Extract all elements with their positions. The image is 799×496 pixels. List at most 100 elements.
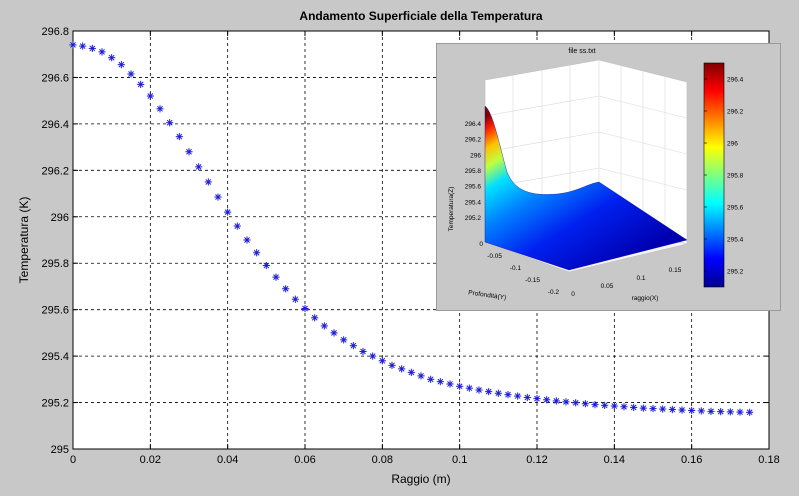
x-tick-label: 0.16 xyxy=(681,454,702,466)
z-axis-label: Temperatura(Z) xyxy=(448,187,455,232)
data-point xyxy=(572,399,580,407)
data-point xyxy=(349,342,357,350)
z-axis-ticks: 295.2 295.4 295.6 295.8 296 296.2 296.4 xyxy=(465,121,482,222)
depth-tick-label: 0 xyxy=(479,241,483,248)
y-axis-ticks-3d: 0 -0.05 -0.1-0.15 -0.2 xyxy=(479,241,559,296)
data-point xyxy=(475,386,483,394)
z-tick-label: 296 xyxy=(470,152,481,159)
depth-tick-label: -0.1 xyxy=(510,265,522,272)
data-point xyxy=(601,401,609,409)
z-tick-label: 295.2 xyxy=(465,215,482,222)
data-point xyxy=(697,407,705,415)
y-tick-label: 295 xyxy=(51,444,69,456)
colorbar-tick-label: 295.2 xyxy=(727,269,744,276)
radius-tick-label: 0 xyxy=(571,291,575,298)
chart-title: Andamento Superficiale della Temperatura xyxy=(299,9,543,23)
data-point xyxy=(195,163,203,171)
data-point xyxy=(127,70,135,78)
data-point xyxy=(398,365,406,373)
y-tick-label: 296.4 xyxy=(41,119,69,131)
x-tick-label: 0.14 xyxy=(604,454,625,466)
data-point xyxy=(146,92,154,100)
data-point xyxy=(514,392,522,400)
y-tick-label: 296.8 xyxy=(41,26,69,38)
data-point xyxy=(591,401,599,409)
y-tick-label: 295.2 xyxy=(41,398,69,410)
y-tick-label: 295.4 xyxy=(41,351,69,363)
z-tick-label: 296.2 xyxy=(465,137,482,144)
surface-chart: file ss.txt 295.2 295.4 295.6 295.8 296 296.2… xyxy=(448,48,744,302)
data-point xyxy=(98,48,106,56)
x-tick-label: 0.06 xyxy=(294,454,315,466)
data-point xyxy=(340,336,348,344)
x-axis-label: Raggio (m) xyxy=(391,472,450,486)
data-point xyxy=(185,148,193,156)
data-point xyxy=(707,407,715,415)
data-point xyxy=(301,304,309,313)
depth-tick-label: -0.2 xyxy=(548,289,560,296)
data-point xyxy=(630,403,638,412)
data-point xyxy=(726,408,734,416)
depth-axis-label: Profondità(Y) xyxy=(468,289,507,301)
y-tick-label: 295.6 xyxy=(41,305,69,317)
data-point xyxy=(79,42,87,50)
x-tick-label: 0.04 xyxy=(217,454,238,466)
radius-tick-label: 0.15 xyxy=(669,267,682,274)
data-point xyxy=(678,406,686,414)
z-tick-label: 295.8 xyxy=(465,168,482,175)
data-point xyxy=(88,44,96,53)
x-tick-label: 0.12 xyxy=(526,454,547,466)
data-point xyxy=(369,352,377,360)
data-point xyxy=(156,105,164,113)
y-tick-label: 295.8 xyxy=(41,258,69,270)
data-point xyxy=(436,378,444,386)
data-point xyxy=(175,133,183,141)
data-point xyxy=(581,400,589,408)
radius-axis-label: raggio(X) xyxy=(632,295,659,302)
data-point xyxy=(233,222,241,230)
data-point xyxy=(388,361,396,369)
data-point xyxy=(262,261,270,270)
data-point xyxy=(543,396,551,404)
data-point xyxy=(639,404,647,412)
y-tick-label: 296 xyxy=(51,212,69,224)
y-tick-label: 296.2 xyxy=(41,165,69,177)
data-point xyxy=(649,404,657,413)
data-point xyxy=(359,347,367,356)
data-point xyxy=(610,402,618,410)
data-point xyxy=(214,193,222,201)
data-point xyxy=(108,54,116,62)
colorbar-tick-label: 296.2 xyxy=(727,109,744,116)
colorbar-tick-label: 296.4 xyxy=(727,77,744,84)
z-tick-label: 296.4 xyxy=(465,121,482,128)
data-point xyxy=(311,314,319,322)
data-point xyxy=(523,393,531,402)
x-tick-label: 0.02 xyxy=(140,454,161,466)
data-point xyxy=(282,285,290,293)
data-point xyxy=(243,236,251,244)
colorbar-tick-label: 296 xyxy=(727,141,738,148)
data-point xyxy=(494,389,502,397)
data-point xyxy=(485,388,493,396)
data-point xyxy=(417,372,425,380)
x-axis-ticks-3d: 0 0.05 0.1 0.15 xyxy=(571,267,682,298)
depth-tick-label: -0.15 xyxy=(525,277,540,284)
data-point xyxy=(137,80,145,89)
y-tick-label: 296.6 xyxy=(41,72,69,84)
surface-title: file ss.txt xyxy=(568,48,595,55)
data-point xyxy=(668,405,676,414)
colorbar-tick-label: 295.4 xyxy=(727,237,744,244)
temperature-surface xyxy=(484,105,688,271)
data-point xyxy=(446,380,454,388)
data-point xyxy=(620,403,628,411)
data-point xyxy=(688,406,696,415)
depth-tick-label: -0.05 xyxy=(487,253,502,260)
y-axis-ticks: 295 295.2 295.4 295.6 295.8 296 296.2 296.4 296.… xyxy=(41,26,769,456)
data-point xyxy=(456,382,464,390)
data-point xyxy=(378,357,386,365)
x-tick-label: 0.18 xyxy=(758,454,779,466)
data-series xyxy=(69,41,754,416)
data-point xyxy=(736,408,744,416)
x-tick-label: 0.08 xyxy=(372,454,393,466)
